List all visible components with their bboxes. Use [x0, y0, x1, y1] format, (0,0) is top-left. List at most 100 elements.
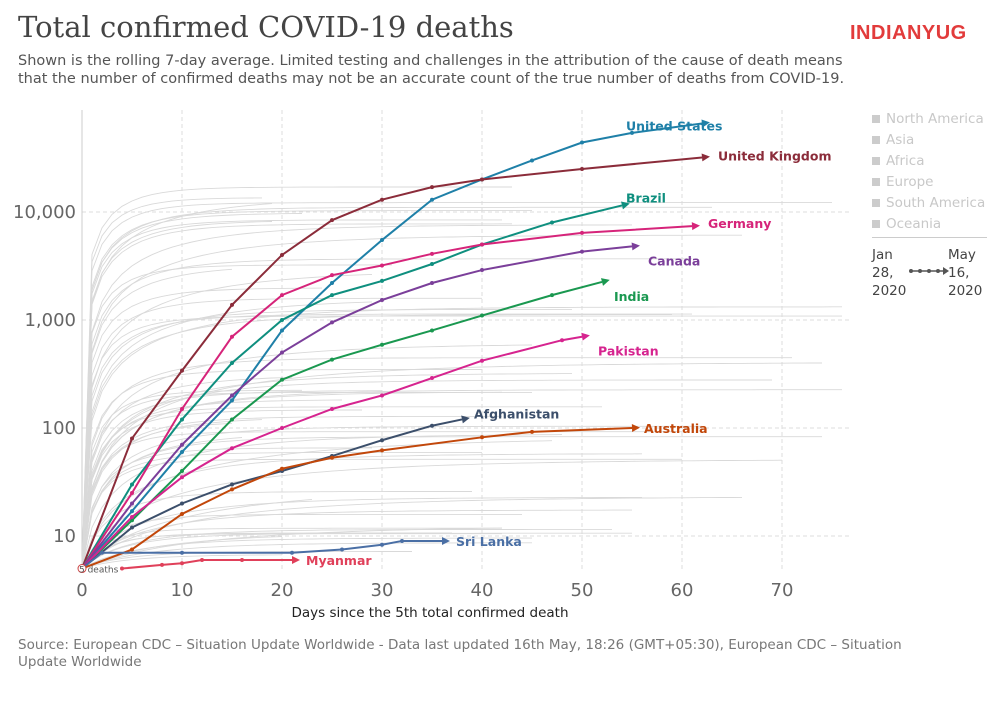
data-point [230, 302, 234, 307]
legend-item-oceania[interactable]: Oceania [872, 213, 985, 234]
legend-swatch [872, 198, 880, 207]
background-line [81, 389, 842, 569]
source-note: Source: European CDC – Situation Update … [18, 637, 902, 670]
background-line [81, 496, 743, 569]
y-tick-label: 10 [53, 526, 76, 547]
logo: INDIANYUG [850, 22, 967, 44]
data-point [280, 318, 284, 322]
series-united-kingdom: United Kingdom [80, 148, 831, 571]
legend-swatch [872, 114, 880, 123]
background-line [81, 513, 522, 569]
legend-item-south-america[interactable]: South America [872, 192, 985, 213]
data-point [130, 509, 134, 514]
data-point [380, 197, 384, 202]
background-line [81, 391, 503, 569]
background-line [81, 436, 822, 569]
background-line [81, 308, 572, 569]
background-line [81, 406, 602, 569]
background-line [81, 390, 382, 569]
data-point [580, 167, 584, 172]
data-point [480, 268, 484, 273]
arrow-head [631, 242, 640, 251]
series-myanmar: Myanmar [120, 553, 372, 571]
legend-label: Africa [886, 152, 925, 169]
data-point [380, 393, 384, 398]
data-point [230, 334, 234, 339]
series-line [81, 280, 603, 570]
background-line [81, 221, 273, 569]
background-line [81, 219, 502, 569]
data-point [550, 220, 554, 225]
arrow-head [581, 332, 590, 341]
data-point [380, 238, 384, 243]
data-point [580, 140, 584, 145]
data-point [330, 406, 334, 411]
background-line [81, 202, 832, 569]
chart-title: Total confirmed COVID-19 deaths [18, 10, 514, 44]
series-label: Canada [648, 253, 700, 268]
timeline-slider[interactable] [908, 265, 950, 277]
series-label: India [614, 289, 649, 304]
series-india: India [80, 278, 649, 571]
data-point [280, 466, 284, 471]
legend-item-europe[interactable]: Europe [872, 171, 985, 192]
series-label: United Kingdom [718, 148, 831, 163]
arrow-head [691, 222, 700, 231]
start-date[interactable]: Jan 28, 2020 [872, 247, 907, 299]
x-tick-label: 30 [371, 580, 394, 601]
y-tick-label: 10,000 [13, 202, 76, 223]
x-tick-label: 10 [171, 580, 194, 601]
background-line [81, 213, 303, 569]
data-point [430, 376, 434, 381]
legend-item-asia[interactable]: Asia [872, 129, 985, 150]
background-line [81, 437, 243, 569]
chart-subtitle: Shown is the rolling 7-day average. Limi… [18, 53, 845, 87]
series-label: Sri Lanka [456, 534, 522, 549]
data-point [380, 298, 384, 303]
legend-swatch [872, 135, 880, 144]
background-line [81, 258, 692, 569]
background-line [81, 297, 482, 569]
data-point [430, 262, 434, 267]
data-point [180, 511, 184, 516]
data-point [180, 442, 184, 447]
background-line [81, 197, 263, 569]
data-point [130, 436, 134, 441]
data-point [380, 542, 384, 547]
legend-item-north-america[interactable]: North America [872, 108, 985, 129]
background-line [81, 373, 572, 569]
series-label: Australia [644, 421, 708, 436]
series-line [81, 427, 633, 570]
legend-label: Europe [886, 173, 934, 190]
y-tick-label: 100 [42, 418, 76, 439]
background-line [81, 554, 283, 569]
arrow-head [292, 555, 300, 564]
series-germany: Germany [80, 216, 771, 571]
data-point [130, 491, 134, 496]
data-point [280, 293, 284, 298]
series-pakistan: Pakistan [80, 332, 659, 571]
arrow-head [621, 201, 630, 210]
data-point [160, 562, 164, 567]
background-line [81, 528, 612, 569]
data-point [430, 281, 434, 286]
data-point [130, 514, 134, 519]
background-line [81, 315, 842, 569]
data-point [130, 525, 134, 530]
arrow-head [701, 153, 710, 162]
data-point [230, 446, 234, 451]
data-point [630, 130, 634, 135]
origin-label: 5 deaths [79, 566, 119, 576]
origin-marker [77, 564, 87, 574]
data-point [560, 338, 564, 343]
arrow-head [461, 415, 470, 424]
legend-divider [872, 237, 987, 238]
series-australia: Australia [80, 421, 708, 571]
data-point [530, 158, 534, 163]
data-point [480, 435, 484, 440]
background-line [81, 399, 343, 569]
legend-item-africa[interactable]: Africa [872, 150, 985, 171]
end-date[interactable]: May 16, 2020 [948, 247, 983, 299]
background-line [81, 203, 273, 569]
background-line [81, 306, 842, 569]
